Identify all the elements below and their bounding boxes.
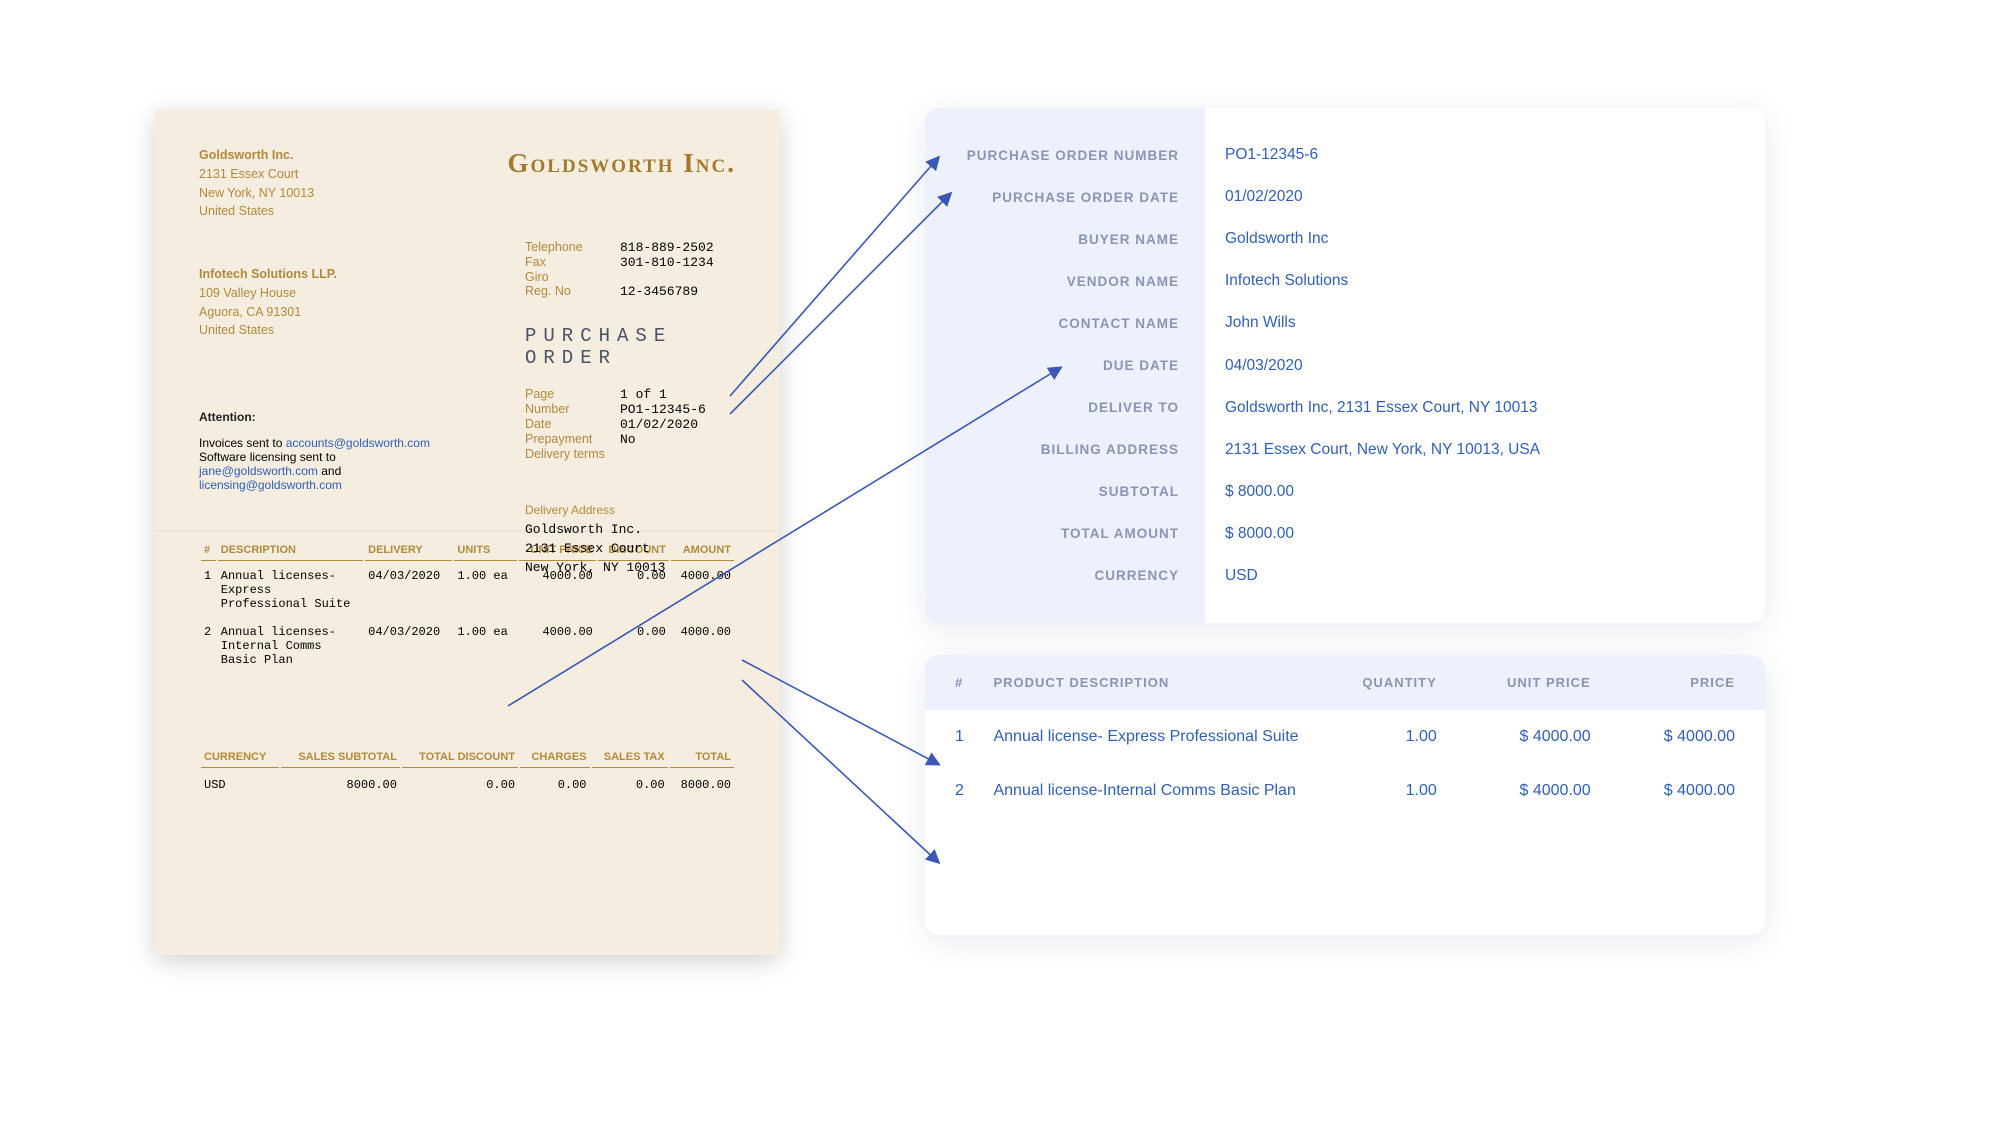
tot-charges: CHARGES [520,747,589,768]
field-value: 04/03/2020 [1225,344,1739,386]
fields-values: PO1-12345-601/02/2020Goldsworth IncInfot… [1205,108,1765,623]
label-page: Page [525,387,620,402]
email-accounts: accounts@goldsworth.com [286,436,430,450]
val-date: 01/02/2020 [620,417,698,432]
po-heading: PURCHASE ORDER [525,325,745,369]
tot-total: TOTAL [670,747,734,768]
field-label: CONTACT NAME [925,302,1179,344]
eh-num: # [955,675,993,690]
totv-discount: 0.00 [402,770,518,800]
field-label: PURCHASE ORDER DATE [925,176,1179,218]
val-prepayment: No [620,432,636,447]
field-value: Goldsworth Inc, 2131 Essex Court, NY 100… [1225,387,1739,429]
field-label: DUE DATE [925,344,1179,386]
totv-tax: 0.00 [592,770,668,800]
field-label: DELIVER TO [925,387,1179,429]
col-num: # [201,540,216,561]
totals-table: CURRENCY SALES SUBTOTAL TOTAL DISCOUNT C… [199,745,736,802]
field-label: CURRENCY [925,555,1179,597]
col-units: UNITS [454,540,517,561]
val-fax: 301-810-1234 [620,255,714,270]
field-label: PURCHASE ORDER NUMBER [925,134,1179,176]
tot-currency: CURRENCY [201,747,279,768]
paper-purchase-order: Goldsworth Inc. Goldsworth Inc. 2131 Ess… [155,110,780,955]
field-value: Infotech Solutions [1225,260,1739,302]
col-description: DESCRIPTION [218,540,363,561]
eh-unit: UNIT PRICE [1437,675,1591,690]
label-giro: Giro [525,270,620,284]
label-telephone: Telephone [525,240,620,255]
table-row: 2Annual licenses- Internal Comms Basic P… [201,619,734,673]
field-value: Goldsworth Inc [1225,218,1739,260]
label-prepayment: Prepayment [525,432,620,447]
tot-subtotal: SALES SUBTOTAL [281,747,400,768]
field-value: 2131 Essex Court, New York, NY 10013, US… [1225,429,1739,471]
deliv-city: New York, NY 10013 [525,559,745,578]
field-label: BUYER NAME [925,218,1179,260]
field-value: $ 8000.00 [1225,513,1739,555]
eh-qty: QUANTITY [1321,675,1436,690]
tot-discount: TOTAL DISCOUNT [402,747,518,768]
label-fax: Fax [525,255,620,270]
field-label: SUBTOTAL [925,471,1179,513]
tot-tax: SALES TAX [592,747,668,768]
label-regno: Reg. No [525,284,620,299]
contact-block: Telephone818-889-2502 Fax301-810-1234 Gi… [525,240,745,578]
val-telephone: 818-889-2502 [620,240,714,255]
extracted-items-header: # PRODUCT DESCRIPTION QUANTITY UNIT PRIC… [925,655,1765,710]
totv-charges: 0.00 [520,770,589,800]
extracted-items-panel: # PRODUCT DESCRIPTION QUANTITY UNIT PRIC… [925,655,1765,935]
deliv-street: 2131 Essex Court [525,540,745,559]
label-delivery-terms: Delivery terms [525,447,620,461]
email-jane: jane@goldsworth.com [199,464,318,478]
totv-total: 8000.00 [670,770,734,800]
field-value: $ 8000.00 [1225,471,1739,513]
field-label: BILLING ADDRESS [925,429,1179,471]
val-number: PO1-12345-6 [620,402,706,417]
email-licensing: licensing@goldsworth.com [199,478,342,492]
delivery-address-label: Delivery Address [525,503,745,517]
field-value: USD [1225,555,1739,597]
paper-crease [155,530,780,532]
field-label: TOTAL AMOUNT [925,513,1179,555]
company-title: Goldsworth Inc. [508,148,736,179]
eh-price: PRICE [1591,675,1735,690]
col-delivery: DELIVERY [365,540,452,561]
totv-subtotal: 8000.00 [281,770,400,800]
buyer-country: United States [199,202,736,221]
list-item: 1Annual license- Express Professional Su… [925,710,1765,764]
field-value: John Wills [1225,302,1739,344]
field-label: VENDOR NAME [925,260,1179,302]
list-item: 2Annual license-Internal Comms Basic Pla… [925,764,1765,818]
eh-desc: PRODUCT DESCRIPTION [993,675,1321,690]
val-regno: 12-3456789 [620,284,698,299]
fields-labels: PURCHASE ORDER NUMBERPURCHASE ORDER DATE… [925,108,1205,623]
buyer-city: New York, NY 10013 [199,184,736,203]
extracted-fields-panel: PURCHASE ORDER NUMBERPURCHASE ORDER DATE… [925,108,1765,623]
val-page: 1 of 1 [620,387,667,402]
label-date: Date [525,417,620,432]
totv-currency: USD [201,770,279,800]
field-value: PO1-12345-6 [1225,134,1739,176]
label-number: Number [525,402,620,417]
field-value: 01/02/2020 [1225,176,1739,218]
